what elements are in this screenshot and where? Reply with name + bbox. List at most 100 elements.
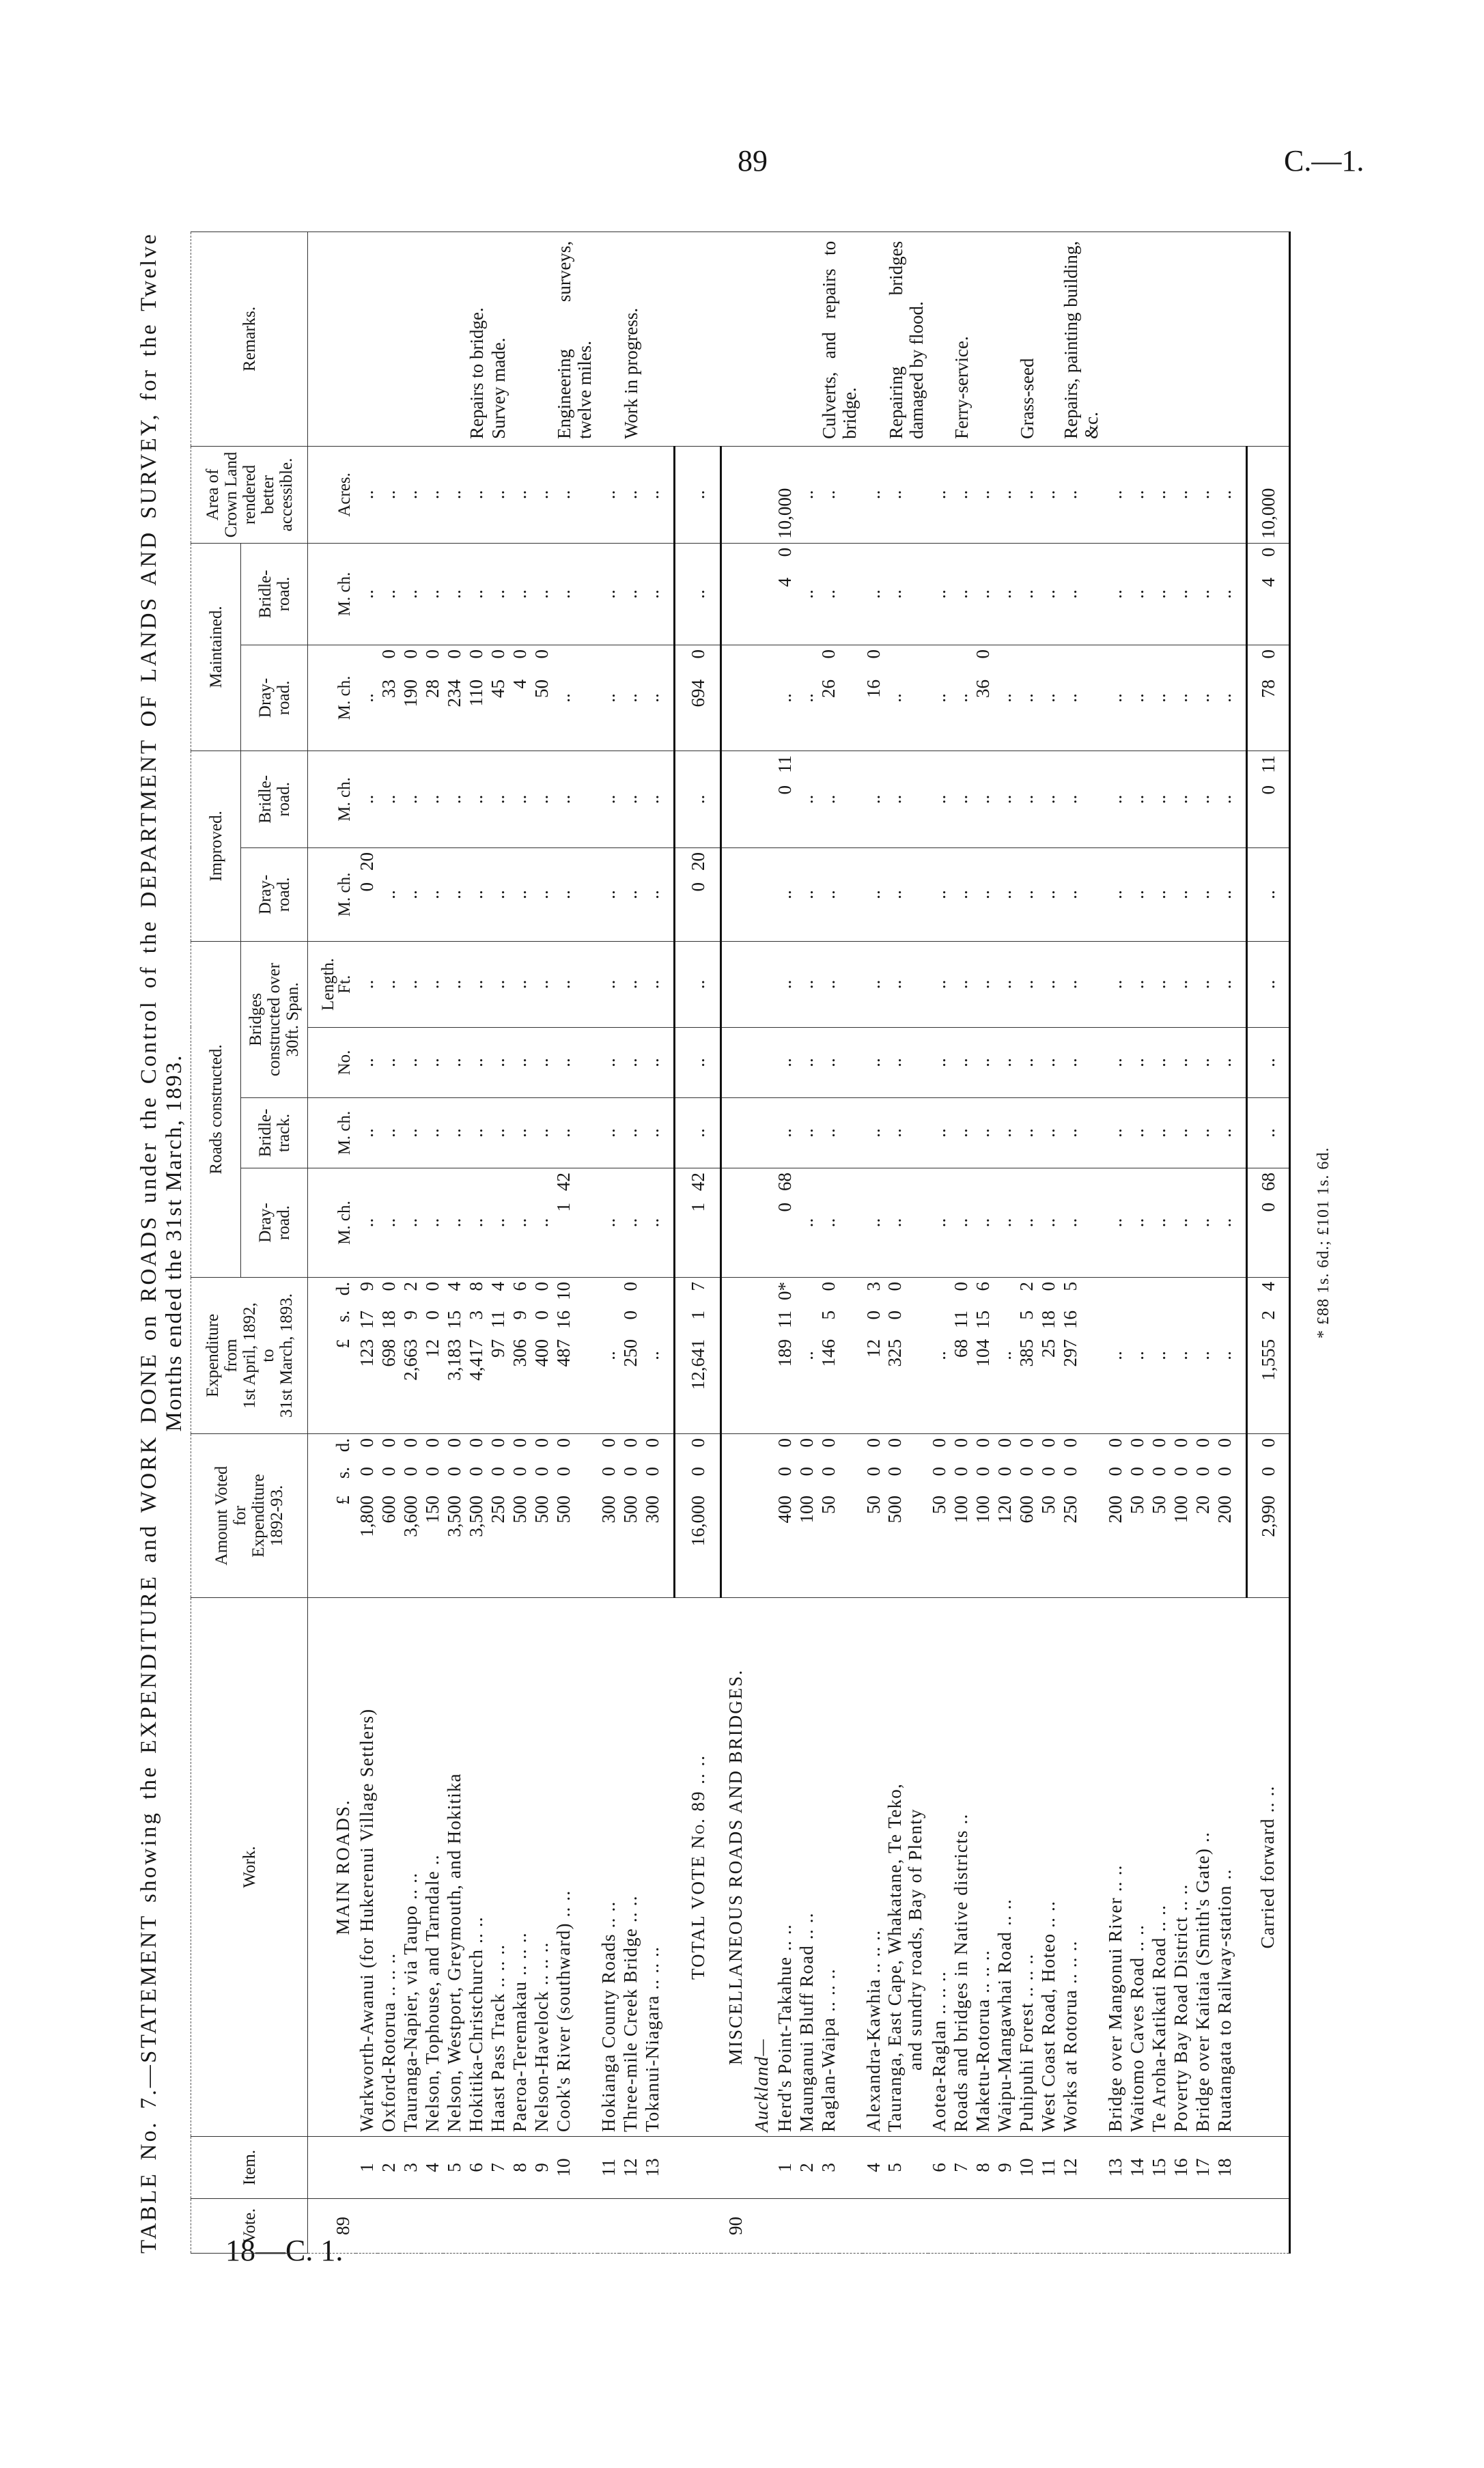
cell-m-dray <box>839 645 863 751</box>
miles: 0 <box>687 882 708 892</box>
work-label: Poverty Bay Road District .. .. <box>1170 1883 1191 2132</box>
cell-voted <box>1080 1433 1104 1598</box>
remark-text: Survey made. <box>488 337 509 439</box>
cell-i-bridle <box>839 751 863 848</box>
cell-remarks <box>749 232 774 447</box>
cell-item: 5 <box>884 2136 928 2199</box>
ditto-dots: .. <box>1170 1351 1191 1360</box>
work-label-continued: and sundry roads, Bay of Plenty <box>904 1808 925 2071</box>
ditto-dots: .. <box>884 890 905 899</box>
cell-item: 13 <box>1104 2136 1126 2199</box>
ditto-dots: .. <box>796 1218 817 1228</box>
ditto-dots: .. <box>1192 589 1213 599</box>
cell-remarks <box>1191 232 1214 447</box>
cell-b-len: .. <box>399 941 421 1028</box>
money-value: 306 9 6 <box>509 1282 530 1429</box>
ditto-dots: .. <box>465 1218 486 1228</box>
miles: 0 <box>1258 785 1278 795</box>
ditto-dots: .. <box>641 589 662 599</box>
cell-b-no: .. <box>817 1027 839 1098</box>
cell-b-len: .. <box>597 941 619 1028</box>
ditto-dots: .. <box>1059 693 1080 703</box>
ditto-dots: .. <box>1192 1218 1213 1228</box>
ditto-dots: .. <box>1214 794 1235 804</box>
cell-exp: 2,663 9 2 <box>399 1277 421 1434</box>
pence: 0 <box>1037 1282 1059 1291</box>
shillings: 0 <box>884 1467 905 1476</box>
cell-b-no: .. <box>1104 1027 1126 1098</box>
chains: 0 <box>972 649 993 659</box>
shillings: 5 <box>1016 1310 1037 1320</box>
rotated-table-sheet: TABLE No. 7.—STATEMENT showing the EXPEN… <box>137 232 1352 2254</box>
chains: 42 <box>687 1173 708 1191</box>
table-row-subsection: Auckland— <box>749 232 774 2254</box>
pounds: 297 <box>1059 1339 1080 1367</box>
cell-i-bridle: 0 11 <box>1246 751 1290 848</box>
ditto-dots: .. <box>774 1058 795 1067</box>
ditto-dots: .. <box>421 1128 443 1138</box>
cell-work: Paeroa-Teremakau .. .. .. <box>508 1597 531 2137</box>
header-area: Area of Crown Land rendered better acces… <box>191 446 308 544</box>
cell-i-dray <box>662 847 675 942</box>
cell-exp: .. <box>1213 1277 1235 1434</box>
cell-exp: .. <box>1147 1277 1170 1434</box>
cell-remarks <box>1235 232 1247 447</box>
cell-work: Auckland— <box>749 1597 774 2137</box>
cell-remarks <box>597 232 619 447</box>
cell-b-no: .. <box>377 1027 400 1098</box>
money-value: £ s. d. <box>333 1282 353 1429</box>
cell-area: .. <box>674 446 721 544</box>
cell-i-dray: .. <box>1104 847 1126 942</box>
ditto-dots: .. <box>1126 1058 1147 1067</box>
cell-text: 5 <box>443 2163 464 2172</box>
cell-vote <box>619 2198 641 2254</box>
remark-text: Grass-seed <box>1016 358 1037 439</box>
cell-area: .. <box>1059 446 1081 544</box>
work-label: Herd's Point-Takahue .. .. <box>774 1924 795 2132</box>
cell-c-bridle: .. <box>355 1097 378 1168</box>
cell-c-bridle: .. <box>884 1097 928 1168</box>
cell-area: .. <box>862 446 884 544</box>
cell-m-bridle: .. <box>1104 543 1126 645</box>
shillings: 0 <box>994 1467 1015 1476</box>
roads-expenditure-table: Vote. Item. Work. Amount Voted for Expen… <box>191 232 1291 2254</box>
ditto-dots: .. <box>619 693 641 703</box>
cell-i-bridle: .. <box>1015 751 1037 848</box>
cell-c-bridle: .. <box>486 1097 509 1168</box>
ditto-dots: .. <box>928 890 949 899</box>
money-value: 12,641 1 7 <box>688 1282 708 1429</box>
cell-vote <box>993 2198 1016 2254</box>
cell-b-len: .. <box>1059 941 1081 1028</box>
cell-m-dray: 78 0 <box>1246 645 1290 751</box>
cell-c-bridle: .. <box>1059 1097 1081 1168</box>
pounds: 3,600 <box>400 1496 421 1537</box>
ditto-dots: .. <box>1214 1058 1235 1067</box>
cell-c-bridle: .. <box>1246 1097 1290 1168</box>
shillings: 0 <box>1037 1467 1059 1476</box>
cell-voted <box>839 1433 863 1598</box>
cell-c-dray: .. <box>1037 1168 1059 1278</box>
cell-voted: 50 0 0 <box>817 1433 839 1598</box>
cell-i-bridle: .. <box>530 751 552 848</box>
cell-vote <box>1235 2198 1247 2254</box>
table-row: 13 Tokanui-Niagara .. .. .. 300 0 0.........… <box>641 232 663 2254</box>
ditto-dots: .. <box>884 794 905 804</box>
table-row-spacer <box>1080 232 1104 2254</box>
cell-item <box>674 2136 721 2199</box>
ditto-dots: .. <box>994 1128 1015 1138</box>
ditto-dots: .. <box>356 589 377 599</box>
ditto-dots: .. <box>1170 589 1191 599</box>
cell-remarks: Grass-seed <box>1015 232 1037 447</box>
cell-item <box>574 2136 598 2199</box>
cell-text: 3 <box>817 2163 839 2172</box>
cell-area: .. <box>530 446 552 544</box>
cell-i-bridle: .. <box>971 751 994 848</box>
cell-work <box>839 1597 863 2137</box>
cell-vote: 89 <box>307 2198 356 2254</box>
ditto-dots: .. <box>972 1128 993 1138</box>
ditto-dots: .. <box>1214 589 1235 599</box>
miles-chains-value: 190 0 <box>400 649 421 746</box>
cell-i-bridle: .. <box>674 751 721 848</box>
table-row: 2 Oxford-Rotorua .. .. .. 600 0 0 698 18 0.....… <box>377 232 400 2254</box>
